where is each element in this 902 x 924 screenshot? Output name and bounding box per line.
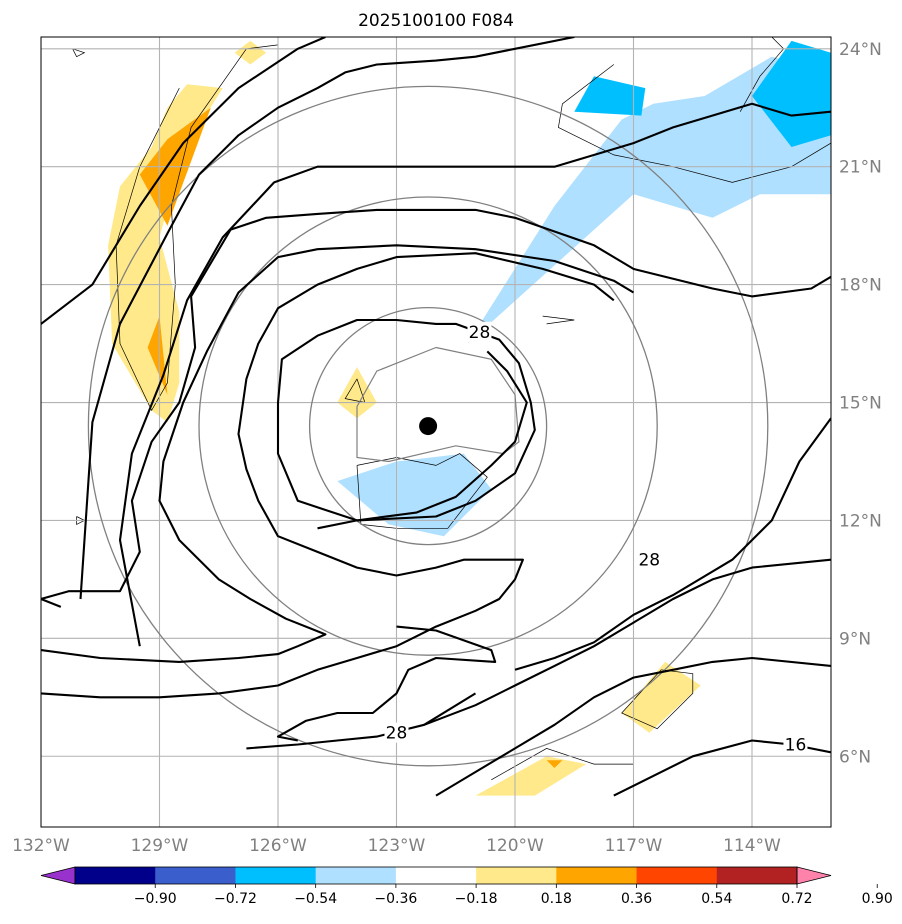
colorbar-bin-3 xyxy=(315,867,397,884)
lon-tick-label-2: 126°W xyxy=(249,836,307,856)
lon-tick-label-3: 123°W xyxy=(368,836,426,856)
shaded-region-9 xyxy=(337,453,492,537)
thick-contour-14 xyxy=(423,692,477,726)
outline-contour-7 xyxy=(72,48,86,58)
contour-label-0: 28 xyxy=(469,323,491,343)
storm-center-marker xyxy=(419,417,438,436)
colorbar-label-8: 0.72 xyxy=(781,891,812,907)
lat-tick-label-5: 21°N xyxy=(839,158,882,178)
outline-contour-4 xyxy=(621,669,694,730)
outline-contour-1 xyxy=(558,64,831,183)
colorbar-label-3: −0.36 xyxy=(374,891,417,907)
contour-label-2: 28 xyxy=(386,724,408,744)
colorbar-bin-2 xyxy=(235,867,317,884)
range-ring-1 xyxy=(198,196,658,656)
shaded-region-5 xyxy=(621,661,701,733)
colorbar-frame xyxy=(74,866,798,885)
colorbar-bin-0 xyxy=(75,867,156,884)
colorbar: −0.90 −0.72 −0.54 −0.36 −0.18 0.18 0.36 0.54 0.7… xyxy=(40,866,893,907)
range-ring-0 xyxy=(308,306,548,546)
thick-contour-0 xyxy=(41,37,326,325)
colorbar-bin-4 xyxy=(395,867,477,884)
colorbar-label-9: 0.90 xyxy=(862,891,893,907)
contour-label-bg-3 xyxy=(783,734,808,755)
axis-labels: 132°W 129°W 126°W 123°W 120°W 117°W 114°W 6°N 9°… xyxy=(12,40,882,856)
colorbar-bin-5 xyxy=(476,867,557,884)
colorbar-label-2: −0.54 xyxy=(294,891,337,907)
range-ring-2 xyxy=(87,85,769,767)
thick-contour-1 xyxy=(79,37,575,600)
outline-contour-6 xyxy=(344,378,366,403)
colorbar-label-5: 0.18 xyxy=(541,891,572,907)
plot-frame xyxy=(40,36,832,828)
contour-label-bg-0 xyxy=(467,321,492,342)
thick-contour-5 xyxy=(41,252,615,699)
outline-contour-0 xyxy=(115,44,279,412)
lat-tick-label-6: 24°N xyxy=(839,40,882,60)
thick-contour-6 xyxy=(276,318,536,522)
lon-tick-label-4: 120°W xyxy=(486,836,544,856)
lon-tick-label-1: 129°W xyxy=(131,836,189,856)
colorbar-label-1: −0.72 xyxy=(214,891,257,907)
contour-label-3: 16 xyxy=(785,735,807,755)
lon-tick-label-6: 114°W xyxy=(723,836,781,856)
colorbar-label-6: 0.36 xyxy=(621,891,652,907)
shaded-region-8 xyxy=(467,56,831,344)
shaded-region-6 xyxy=(475,756,587,796)
colorbar-extend-high xyxy=(796,866,832,885)
thick-contour-2 xyxy=(118,102,831,647)
lat-tick-label-4: 18°N xyxy=(839,276,882,296)
outline-contour-9 xyxy=(542,315,575,325)
lat-tick-label-3: 15°N xyxy=(839,394,882,414)
thick-contour-13 xyxy=(41,598,62,608)
lon-tick-label-5: 117°W xyxy=(605,836,663,856)
colorbar-bin-6 xyxy=(556,867,638,884)
lat-tick-label-0: 6°N xyxy=(839,747,871,767)
inner-grey-contour xyxy=(356,346,520,463)
thick-contour-7 xyxy=(317,350,528,530)
colorbar-bin-7 xyxy=(636,867,718,884)
shaded-region-11 xyxy=(752,40,831,147)
chart-title: 2025100100 F084 xyxy=(358,11,514,31)
colorbar-bin-1 xyxy=(155,867,236,884)
colorbar-bin-8 xyxy=(716,867,798,884)
lat-tick-label-2: 12°N xyxy=(839,511,882,531)
thick-contour-4 xyxy=(41,244,635,663)
shaded-region-7 xyxy=(546,760,563,768)
outline-contour-3 xyxy=(356,453,488,529)
outline-contour-2 xyxy=(739,37,785,112)
thick-contour-12 xyxy=(514,417,831,671)
lat-tick-label-1: 9°N xyxy=(839,629,871,649)
thick-contour-8 xyxy=(246,558,831,750)
colorbar-label-4: −0.18 xyxy=(455,891,498,907)
colorbar-label-7: 0.54 xyxy=(701,891,732,907)
shaded-region-0 xyxy=(108,84,223,423)
lon-tick-label-0: 132°W xyxy=(12,836,70,856)
thick-contour-10 xyxy=(435,656,831,797)
plot-area: 28 28 28 16 xyxy=(41,37,831,827)
shaded-region-10 xyxy=(574,76,646,116)
shaded-region-4 xyxy=(337,367,377,419)
thick-contour-9 xyxy=(276,625,497,742)
colorbar-extend-low xyxy=(40,866,76,885)
thick-contour-3 xyxy=(41,208,831,601)
contour-label-bg-1 xyxy=(637,549,662,570)
colorbar-label-0: −0.90 xyxy=(134,891,177,907)
shaded-region-1 xyxy=(234,40,267,65)
contour-label-1: 28 xyxy=(638,551,660,571)
contour-label-bg-2 xyxy=(384,722,409,743)
